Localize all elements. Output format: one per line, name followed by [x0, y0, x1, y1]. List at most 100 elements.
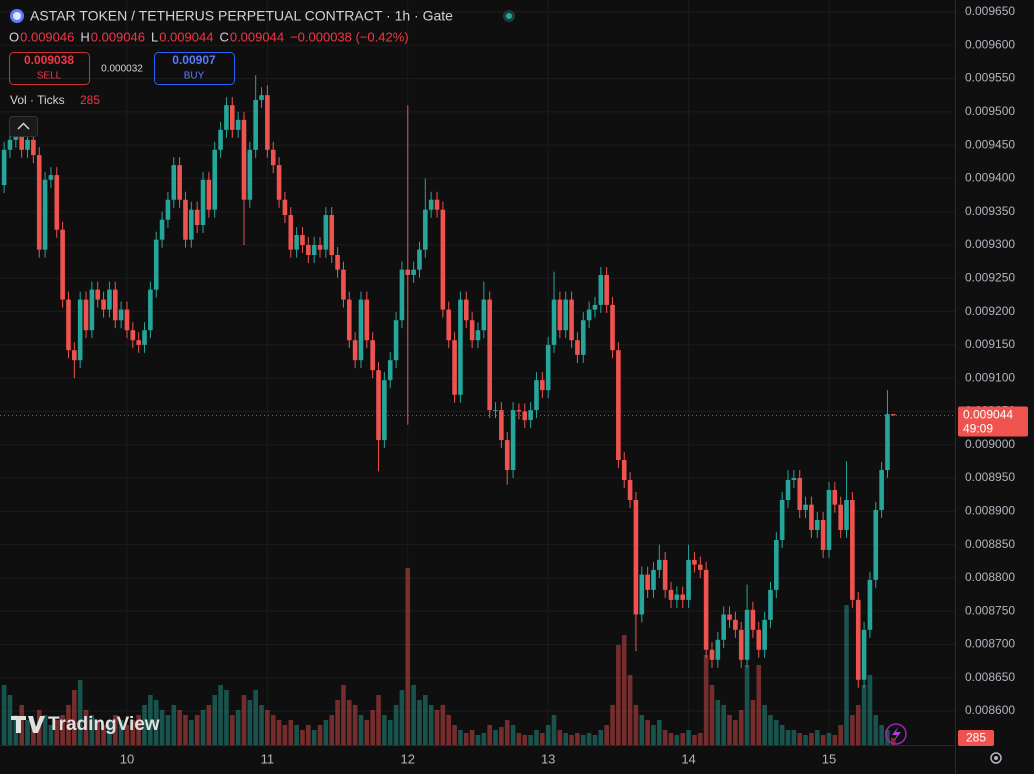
volume-bar: [399, 690, 405, 745]
candle-body: [458, 299, 463, 395]
time-scale-bg: [0, 745, 955, 774]
candle-body: [668, 589, 674, 600]
volume-bar: [311, 730, 317, 745]
candle-body: [399, 269, 405, 321]
candle-body: [627, 480, 633, 500]
volume-bar: [329, 715, 335, 745]
candle-body: [475, 330, 481, 341]
volume-bar: [621, 635, 627, 745]
candle-body: [323, 215, 329, 250]
candle-body: [276, 165, 282, 200]
volume-bar: [229, 715, 235, 745]
volume-bar: [276, 720, 282, 745]
candle-body: [89, 289, 95, 331]
volume-bar: [616, 645, 621, 745]
ohlc-key: H: [80, 29, 89, 44]
volume-bar: [493, 730, 498, 745]
y-tick-label: 0.009350: [965, 204, 1015, 218]
settings-icon[interactable]: [990, 752, 1002, 764]
volume-bar: [662, 730, 668, 745]
volume-bar: [423, 695, 428, 745]
volume-bar: [83, 710, 89, 745]
volume-bar: [540, 733, 545, 745]
volume-bar: [768, 715, 773, 745]
volume-bar: [844, 605, 849, 745]
volume-bar: [364, 720, 370, 745]
candle-body: [7, 139, 13, 150]
candle-body: [142, 330, 147, 345]
volume-bar: [791, 730, 797, 745]
volume-bar: [756, 665, 762, 745]
buy-button[interactable]: [154, 52, 235, 85]
candle-body: [183, 199, 188, 240]
volume-bar: [346, 700, 352, 745]
volume-bar: [31, 725, 36, 745]
candle-body: [77, 299, 83, 361]
volume-bar: [814, 730, 820, 745]
collapse-button[interactable]: [9, 116, 38, 137]
volume-bar: [259, 705, 264, 745]
volume-bar: [317, 725, 323, 745]
sell-button[interactable]: [9, 52, 90, 85]
volume-bar: [265, 710, 270, 745]
candle-body: [440, 209, 446, 310]
alert-icon[interactable]: [885, 723, 907, 745]
y-tick-label: 0.009600: [965, 37, 1015, 51]
volume-bar: [124, 725, 130, 745]
candle-body: [575, 340, 580, 355]
ohlc-key: L: [151, 29, 158, 44]
last-volume-box: [958, 730, 994, 746]
candle-body: [376, 370, 381, 441]
ohlc-value: 0.009044: [230, 29, 284, 44]
ohlc-change: −0.000038 (−0.42%): [290, 29, 409, 44]
candle-body: [341, 269, 346, 300]
candle-body: [744, 609, 750, 660]
candle-body: [346, 299, 352, 341]
y-tick-label: 0.008950: [965, 470, 1015, 484]
candle-body: [651, 569, 656, 590]
volume-bar: [604, 725, 609, 745]
volume-bar: [66, 705, 71, 745]
settings-icon-core: [994, 756, 998, 760]
candle-body: [288, 215, 294, 250]
symbol-title: ASTAR TOKEN / TETHERUS PERPETUAL CONTRAC…: [30, 8, 453, 24]
candle-body: [306, 245, 311, 255]
volume-bar: [680, 733, 686, 745]
candle-body: [657, 559, 662, 570]
volume-bar: [598, 730, 604, 745]
y-tick-label: 0.009100: [965, 370, 1015, 384]
ohlc-value: 0.009046: [20, 29, 74, 44]
candle-body: [48, 175, 54, 180]
volume-bar: [651, 725, 656, 745]
candle-body: [645, 574, 650, 590]
candle-body: [31, 139, 36, 156]
candle-body: [861, 629, 867, 680]
volume-bar: [785, 730, 791, 745]
candle-body: [393, 320, 399, 361]
volume-bar: [610, 705, 615, 745]
candle-body: [633, 499, 639, 615]
candle-body: [487, 299, 492, 411]
volume-bar: [850, 715, 855, 745]
volume-bar: [294, 725, 299, 745]
candle-body: [224, 105, 229, 130]
buy-label: BUY: [184, 71, 205, 82]
volume-bar: [434, 710, 440, 745]
y-tick-label: 0.008750: [965, 603, 1015, 617]
volume-bar: [639, 715, 645, 745]
volume-bar: [832, 735, 838, 745]
volume-bar: [569, 735, 574, 745]
y-tick-label: 0.009650: [965, 4, 1015, 18]
candle-body: [171, 165, 177, 200]
volume-bar: [750, 700, 756, 745]
y-tick-label: 0.008600: [965, 703, 1015, 717]
candle-body: [791, 478, 797, 481]
candle-body: [516, 410, 522, 412]
volume-bar: [469, 730, 475, 745]
candle-body: [639, 574, 645, 615]
last-volume-label: 285: [966, 731, 986, 745]
y-tick-label: 0.009300: [965, 237, 1015, 251]
volume-bar: [458, 730, 463, 745]
candle-body: [83, 299, 89, 331]
